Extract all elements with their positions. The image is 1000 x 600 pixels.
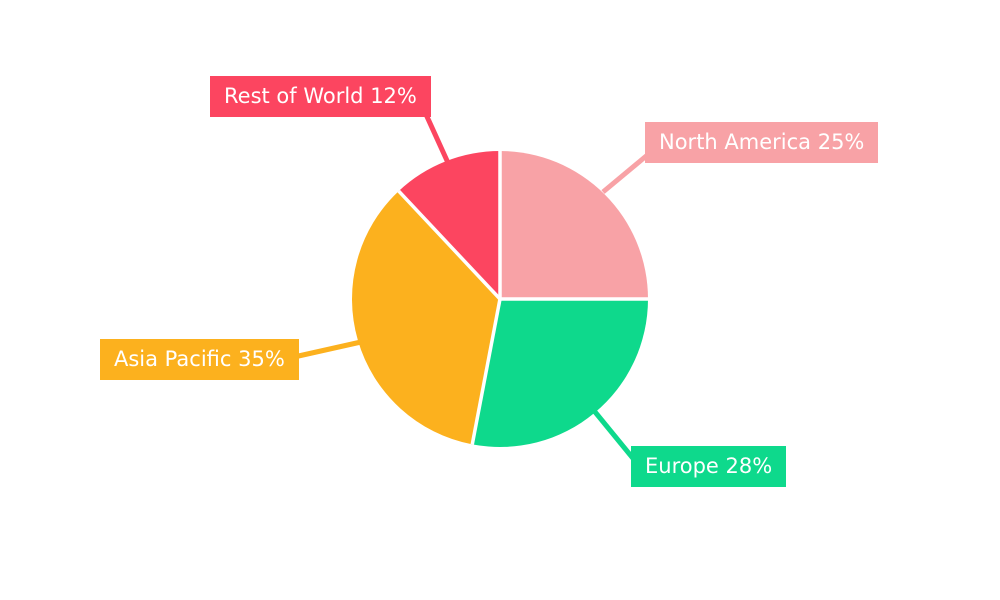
leader-line-rest-of-world: [421, 108, 452, 167]
pie-label-asia-pacific: Asia Pacific 35%: [100, 339, 299, 380]
pie-slice-europe[interactable]: [472, 299, 648, 448]
pie-slice-asia-pacific[interactable]: [351, 191, 500, 445]
leader-line-europe: [589, 405, 638, 464]
slice-separator: [470, 298, 502, 445]
pie-label-europe: Europe 28%: [631, 446, 787, 487]
slice-separator: [397, 189, 502, 301]
pie-slice-rest-of-world[interactable]: [398, 151, 500, 299]
pie-label-rest-of-world: Rest of World 12%: [210, 76, 431, 117]
leader-line-asia-pacific: [293, 339, 362, 360]
pie-slice-north-america[interactable]: [500, 151, 648, 299]
pie-label-north-america: North America 25%: [645, 122, 879, 163]
leader-line-north-america: [601, 150, 653, 194]
